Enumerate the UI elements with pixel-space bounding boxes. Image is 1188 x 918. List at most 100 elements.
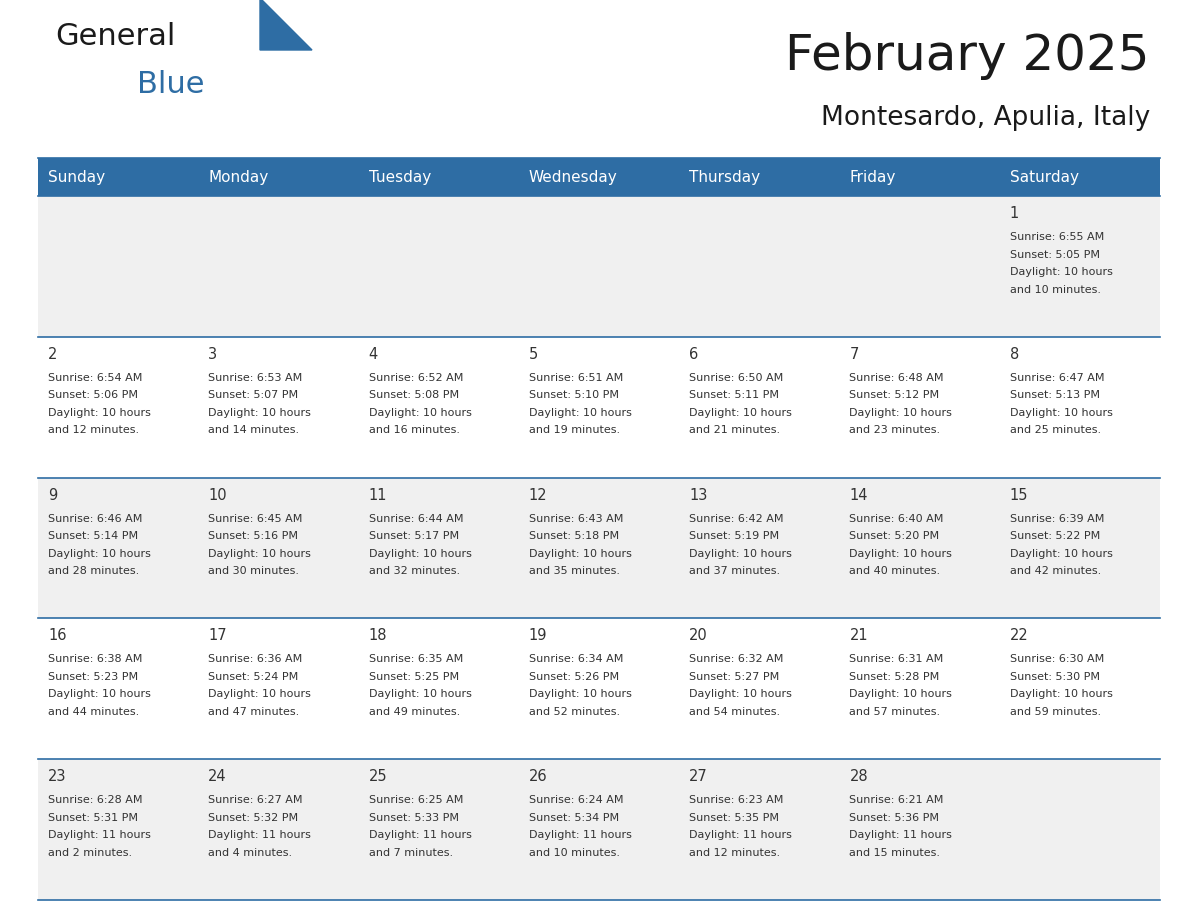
FancyBboxPatch shape [38, 196, 1159, 337]
Text: Montesardo, Apulia, Italy: Montesardo, Apulia, Italy [821, 105, 1150, 131]
Text: 13: 13 [689, 487, 708, 502]
Text: and 15 minutes.: and 15 minutes. [849, 847, 941, 857]
Text: Sunrise: 6:40 AM: Sunrise: 6:40 AM [849, 513, 943, 523]
Text: Sunrise: 6:45 AM: Sunrise: 6:45 AM [208, 513, 303, 523]
Text: 7: 7 [849, 347, 859, 362]
Text: Daylight: 11 hours: Daylight: 11 hours [689, 830, 792, 840]
Text: Daylight: 10 hours: Daylight: 10 hours [529, 408, 632, 418]
Text: Sunrise: 6:44 AM: Sunrise: 6:44 AM [368, 513, 463, 523]
Text: and 16 minutes.: and 16 minutes. [368, 425, 460, 435]
Text: 24: 24 [208, 769, 227, 784]
Text: and 7 minutes.: and 7 minutes. [368, 847, 453, 857]
Text: and 10 minutes.: and 10 minutes. [1010, 285, 1101, 295]
Text: Daylight: 10 hours: Daylight: 10 hours [48, 689, 151, 700]
Text: Sunrise: 6:31 AM: Sunrise: 6:31 AM [849, 655, 943, 665]
Text: Daylight: 11 hours: Daylight: 11 hours [849, 830, 953, 840]
Text: Daylight: 10 hours: Daylight: 10 hours [48, 549, 151, 558]
Text: General: General [55, 22, 176, 51]
Text: Sunset: 5:25 PM: Sunset: 5:25 PM [368, 672, 459, 682]
Text: Sunrise: 6:34 AM: Sunrise: 6:34 AM [529, 655, 624, 665]
Text: 9: 9 [48, 487, 57, 502]
FancyBboxPatch shape [38, 759, 1159, 900]
Text: and 19 minutes.: and 19 minutes. [529, 425, 620, 435]
Text: 10: 10 [208, 487, 227, 502]
Text: Sunset: 5:07 PM: Sunset: 5:07 PM [208, 390, 298, 400]
Text: Friday: Friday [849, 170, 896, 185]
Text: 17: 17 [208, 629, 227, 644]
Text: Sunset: 5:16 PM: Sunset: 5:16 PM [208, 532, 298, 541]
Text: and 49 minutes.: and 49 minutes. [368, 707, 460, 717]
FancyBboxPatch shape [38, 158, 1159, 196]
Text: Sunset: 5:10 PM: Sunset: 5:10 PM [529, 390, 619, 400]
Text: and 28 minutes.: and 28 minutes. [48, 566, 139, 577]
FancyBboxPatch shape [38, 477, 1159, 619]
Text: and 25 minutes.: and 25 minutes. [1010, 425, 1101, 435]
Text: Daylight: 10 hours: Daylight: 10 hours [529, 549, 632, 558]
Text: 14: 14 [849, 487, 868, 502]
Text: Sunrise: 6:24 AM: Sunrise: 6:24 AM [529, 795, 624, 805]
Text: 12: 12 [529, 487, 548, 502]
Text: Sunrise: 6:27 AM: Sunrise: 6:27 AM [208, 795, 303, 805]
Text: 8: 8 [1010, 347, 1019, 362]
Text: Sunset: 5:08 PM: Sunset: 5:08 PM [368, 390, 459, 400]
Text: and 57 minutes.: and 57 minutes. [849, 707, 941, 717]
Text: Sunset: 5:05 PM: Sunset: 5:05 PM [1010, 250, 1100, 260]
Text: and 59 minutes.: and 59 minutes. [1010, 707, 1101, 717]
Text: Sunset: 5:31 PM: Sunset: 5:31 PM [48, 812, 138, 823]
Text: Sunrise: 6:23 AM: Sunrise: 6:23 AM [689, 795, 784, 805]
Text: Sunset: 5:26 PM: Sunset: 5:26 PM [529, 672, 619, 682]
Text: Sunset: 5:11 PM: Sunset: 5:11 PM [689, 390, 779, 400]
Text: Sunrise: 6:55 AM: Sunrise: 6:55 AM [1010, 232, 1104, 242]
Text: and 54 minutes.: and 54 minutes. [689, 707, 781, 717]
Text: Sunset: 5:19 PM: Sunset: 5:19 PM [689, 532, 779, 541]
Text: Daylight: 10 hours: Daylight: 10 hours [689, 549, 792, 558]
Text: Sunrise: 6:25 AM: Sunrise: 6:25 AM [368, 795, 463, 805]
Text: and 44 minutes.: and 44 minutes. [48, 707, 139, 717]
Text: Sunrise: 6:28 AM: Sunrise: 6:28 AM [48, 795, 143, 805]
Text: and 12 minutes.: and 12 minutes. [689, 847, 781, 857]
Text: Sunrise: 6:54 AM: Sunrise: 6:54 AM [48, 373, 143, 383]
Text: 2: 2 [48, 347, 57, 362]
Text: Thursday: Thursday [689, 170, 760, 185]
Text: Daylight: 10 hours: Daylight: 10 hours [368, 408, 472, 418]
Text: 22: 22 [1010, 629, 1029, 644]
Text: 19: 19 [529, 629, 548, 644]
Text: Daylight: 11 hours: Daylight: 11 hours [48, 830, 151, 840]
Text: Sunset: 5:35 PM: Sunset: 5:35 PM [689, 812, 779, 823]
Text: 21: 21 [849, 629, 868, 644]
Text: Sunset: 5:32 PM: Sunset: 5:32 PM [208, 812, 298, 823]
Text: Daylight: 10 hours: Daylight: 10 hours [689, 689, 792, 700]
FancyBboxPatch shape [38, 337, 1159, 477]
Text: Daylight: 10 hours: Daylight: 10 hours [849, 689, 953, 700]
Text: Sunrise: 6:48 AM: Sunrise: 6:48 AM [849, 373, 944, 383]
Text: Sunset: 5:23 PM: Sunset: 5:23 PM [48, 672, 138, 682]
Text: 27: 27 [689, 769, 708, 784]
Text: Saturday: Saturday [1010, 170, 1079, 185]
Text: 11: 11 [368, 487, 387, 502]
Text: Sunset: 5:13 PM: Sunset: 5:13 PM [1010, 390, 1100, 400]
Text: Daylight: 10 hours: Daylight: 10 hours [1010, 267, 1113, 277]
Text: February 2025: February 2025 [785, 32, 1150, 80]
Text: Daylight: 10 hours: Daylight: 10 hours [368, 549, 472, 558]
Text: and 35 minutes.: and 35 minutes. [529, 566, 620, 577]
Text: Daylight: 10 hours: Daylight: 10 hours [1010, 549, 1113, 558]
Polygon shape [260, 0, 312, 50]
Text: Daylight: 10 hours: Daylight: 10 hours [368, 689, 472, 700]
Text: Sunrise: 6:21 AM: Sunrise: 6:21 AM [849, 795, 943, 805]
Text: Daylight: 10 hours: Daylight: 10 hours [849, 549, 953, 558]
Text: Sunset: 5:17 PM: Sunset: 5:17 PM [368, 532, 459, 541]
Text: 18: 18 [368, 629, 387, 644]
Text: Daylight: 10 hours: Daylight: 10 hours [689, 408, 792, 418]
Text: Daylight: 11 hours: Daylight: 11 hours [529, 830, 632, 840]
Text: 28: 28 [849, 769, 868, 784]
Text: Sunset: 5:18 PM: Sunset: 5:18 PM [529, 532, 619, 541]
Text: Daylight: 10 hours: Daylight: 10 hours [1010, 408, 1113, 418]
Text: Daylight: 11 hours: Daylight: 11 hours [368, 830, 472, 840]
Text: and 32 minutes.: and 32 minutes. [368, 566, 460, 577]
Text: Wednesday: Wednesday [529, 170, 618, 185]
Text: Sunset: 5:14 PM: Sunset: 5:14 PM [48, 532, 138, 541]
Text: Sunset: 5:27 PM: Sunset: 5:27 PM [689, 672, 779, 682]
Text: Monday: Monday [208, 170, 268, 185]
Text: Daylight: 10 hours: Daylight: 10 hours [1010, 689, 1113, 700]
Text: 20: 20 [689, 629, 708, 644]
